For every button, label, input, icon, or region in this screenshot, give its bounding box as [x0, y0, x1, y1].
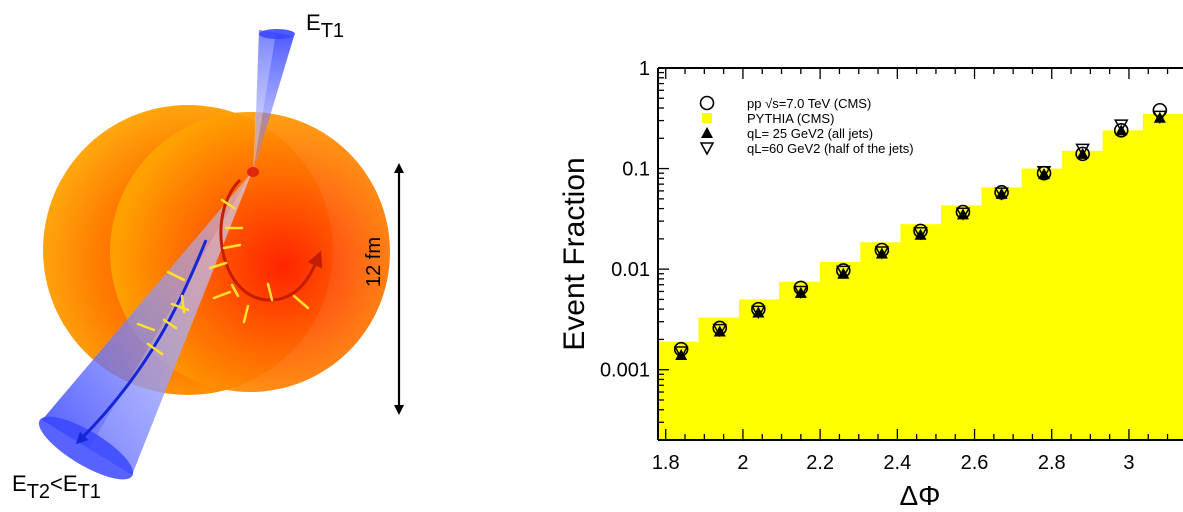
pythia-bar: [1102, 130, 1144, 440]
pythia-bar: [900, 224, 942, 440]
scale-label: 12 fm: [363, 237, 385, 287]
x-tick-label: 2.8: [1038, 452, 1066, 474]
pythia-bar: [1142, 113, 1183, 440]
x-tick-label: 1.8: [652, 452, 680, 474]
data-point: [673, 346, 689, 360]
y-axis-title: Event Fraction: [558, 157, 591, 350]
y-tick-label: 0.1: [622, 159, 650, 181]
x-tick-label: 2.2: [806, 452, 834, 474]
pythia-histogram: [658, 113, 1183, 440]
leading-jet-mouth: [259, 29, 295, 39]
data-point: [751, 305, 766, 319]
x-tick-label: 2.4: [883, 452, 911, 474]
recoil-parton-path: [219, 178, 323, 302]
data-point: [955, 204, 971, 220]
pythia-bar: [819, 261, 861, 440]
data-markers: [673, 102, 1168, 361]
y-tick-label: 0.001: [600, 360, 650, 382]
subleading-jet-cone: [42, 172, 252, 475]
data-point: [956, 208, 969, 220]
data-point: [995, 187, 1008, 199]
data-point: [1036, 165, 1052, 181]
data-point: [874, 246, 890, 260]
leading-jet-cone-shade: [253, 30, 276, 172]
data-point: [1038, 168, 1051, 180]
data-point: [835, 263, 851, 278]
data-point: [994, 185, 1009, 200]
data-point: [1075, 143, 1090, 157]
pythia-bar: [739, 299, 780, 440]
data-point: [675, 349, 688, 361]
data-point: [994, 187, 1009, 201]
data-point: [913, 223, 928, 239]
y-tick-label: 0.01: [611, 259, 650, 281]
data-point: [913, 227, 928, 241]
pythia-bar: [698, 317, 740, 440]
hard-scattering-vertex: [247, 167, 259, 177]
data-point: [955, 207, 971, 221]
legend-marker: [702, 113, 712, 123]
y-tick-label: 1: [639, 58, 650, 80]
data-point: [673, 341, 689, 357]
x-tick-label: 2.6: [961, 452, 989, 474]
leading-jet-cone: [253, 30, 294, 173]
pythia-bar: [1021, 168, 1063, 440]
data-point: [1152, 110, 1168, 124]
pythia-bar: [1062, 150, 1104, 440]
pythia-bar: [860, 242, 902, 440]
legend-marker: [701, 127, 713, 138]
x-axis-title: ΔΦ: [899, 480, 940, 511]
data-point: [794, 286, 807, 298]
legend-entry-label: qL=60 GeV2 (half of the jets): [747, 141, 914, 156]
jet-diagram: 12 fm ET1 ET2<ET1: [12, 10, 404, 503]
data-point: [836, 265, 851, 279]
data-point: [1076, 147, 1089, 159]
subleading-jet-label: ET2<ET1: [12, 471, 101, 503]
x-tick-label: 3: [1123, 452, 1134, 474]
data-point: [1113, 123, 1129, 138]
data-point: [874, 242, 890, 258]
data-point: [712, 320, 728, 336]
data-point: [1152, 102, 1168, 118]
pythia-bar: [779, 281, 821, 440]
data-point: [712, 323, 728, 338]
legend-entry-label: qL= 25 GeV2 (all jets): [747, 126, 873, 141]
x-tick-label: 2: [737, 452, 748, 474]
data-point: [793, 280, 809, 296]
medium-recoil-sticks: [136, 198, 310, 356]
legend-entry-label: pp √s=7.0 TeV (CMS): [747, 96, 871, 111]
data-point: [751, 301, 766, 317]
quenched-parton-path: [75, 239, 208, 445]
leading-jet-label: ET1: [306, 10, 344, 42]
legend: pp √s=7.0 TeV (CMS)PYTHIA (CMS)qL= 25 Ge…: [699, 95, 914, 156]
data-point: [1113, 119, 1129, 133]
chart-axes: [657, 67, 1183, 441]
tick-labels: 0.001 0.01 0.1 1 1.8 2 2.2 2.4 2.6 2.8 3: [600, 58, 1135, 474]
legend-marker: [699, 142, 715, 156]
delta-phi-chart: 0.001 0.01 0.1 1 1.8 2 2.2 2.4 2.6 2.8 3 Event Fra…: [558, 58, 1183, 511]
legend-marker: [699, 95, 715, 111]
data-point: [1075, 146, 1090, 162]
data-point: [793, 285, 809, 300]
legend-entry-label: PYTHIA (CMS): [747, 111, 834, 126]
pythia-bar: [940, 205, 983, 440]
subleading-jet-mouth: [38, 416, 134, 480]
pythia-bar: [981, 187, 1023, 440]
